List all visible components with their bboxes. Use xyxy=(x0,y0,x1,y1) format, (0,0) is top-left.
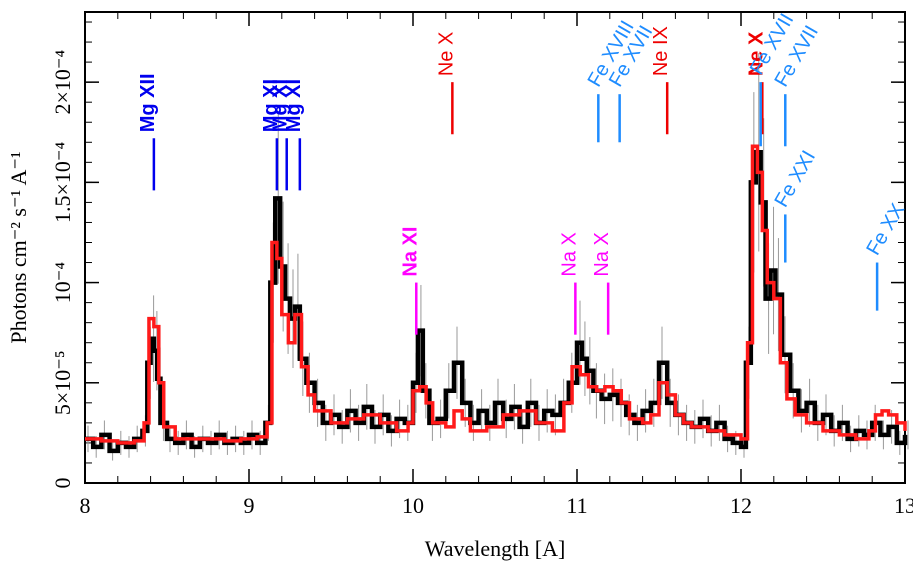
line-label: Mg XI xyxy=(260,79,282,132)
y-tick-label: 2×10⁻⁴ xyxy=(50,49,75,114)
x-tick-label: 9 xyxy=(244,493,255,518)
line-label: Na X xyxy=(558,232,580,276)
line-label: Ne IX xyxy=(650,26,672,76)
line-label: Mg XI xyxy=(283,79,305,132)
axis-ticks-group xyxy=(84,12,906,484)
y-axis-title: Photons cm⁻² s⁻¹ A⁻¹ xyxy=(6,151,31,343)
axis-labels-group: 8 9 10 11 12 13 0 5×10⁻⁵ 10⁻⁴ 1.5×10⁻⁴ 2×10⁻⁴ Wavel… xyxy=(6,49,913,561)
x-tick-label: 12 xyxy=(730,493,752,518)
data-series-line xyxy=(85,150,908,454)
y-tick-label: 0 xyxy=(50,478,75,489)
line-label: Na X xyxy=(591,232,613,276)
y-tick-label: 10⁻⁴ xyxy=(50,262,75,304)
plot-frame xyxy=(84,11,906,484)
line-label: Fe XX xyxy=(862,200,909,259)
plot-frame-group xyxy=(84,11,906,484)
line-label: Na XI xyxy=(399,227,421,277)
y-tick-label: 5×10⁻⁵ xyxy=(50,350,75,415)
line-label: Ne X xyxy=(745,31,767,76)
line-label: Mg XII xyxy=(137,73,159,132)
x-tick-label: 10 xyxy=(402,493,424,518)
line-label: Mg XI xyxy=(270,79,292,132)
x-tick-label: 13 xyxy=(894,493,913,518)
model-series-line xyxy=(85,144,907,445)
x-axis-title: Wavelength [A] xyxy=(425,536,566,561)
line-label: Fe XXI xyxy=(771,147,821,211)
x-tick-label: 11 xyxy=(566,493,587,518)
series-group xyxy=(85,53,909,461)
line-label: Ne X xyxy=(435,32,457,76)
x-tick-label: 8 xyxy=(80,493,91,518)
y-tick-label: 1.5×10⁻⁴ xyxy=(50,141,75,223)
